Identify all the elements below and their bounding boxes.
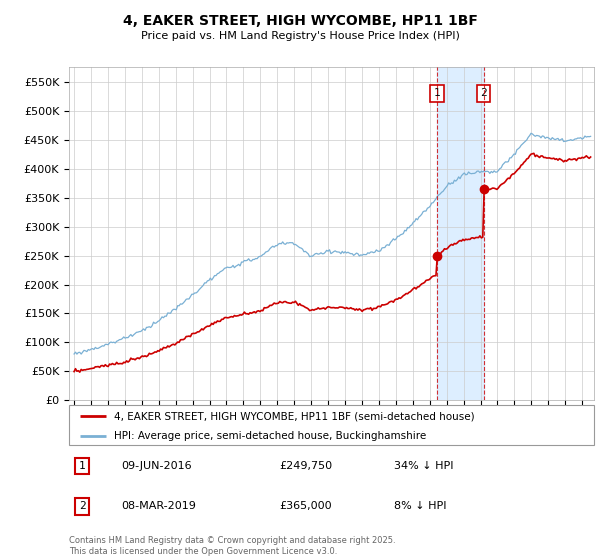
FancyBboxPatch shape bbox=[69, 405, 594, 445]
Text: 09-JUN-2016: 09-JUN-2016 bbox=[121, 461, 192, 471]
Text: 08-MAR-2019: 08-MAR-2019 bbox=[121, 501, 196, 511]
Text: £365,000: £365,000 bbox=[279, 501, 332, 511]
Text: Contains HM Land Registry data © Crown copyright and database right 2025.
This d: Contains HM Land Registry data © Crown c… bbox=[69, 536, 395, 556]
Text: 4, EAKER STREET, HIGH WYCOMBE, HP11 1BF (semi-detached house): 4, EAKER STREET, HIGH WYCOMBE, HP11 1BF … bbox=[113, 411, 474, 421]
Text: 2: 2 bbox=[481, 88, 487, 98]
Text: 1: 1 bbox=[434, 88, 440, 98]
Text: 4, EAKER STREET, HIGH WYCOMBE, HP11 1BF: 4, EAKER STREET, HIGH WYCOMBE, HP11 1BF bbox=[122, 14, 478, 28]
Text: 2: 2 bbox=[79, 501, 86, 511]
Text: Price paid vs. HM Land Registry's House Price Index (HPI): Price paid vs. HM Land Registry's House … bbox=[140, 31, 460, 41]
Text: £249,750: £249,750 bbox=[279, 461, 332, 471]
Bar bbox=[437, 67, 484, 400]
Text: HPI: Average price, semi-detached house, Buckinghamshire: HPI: Average price, semi-detached house,… bbox=[113, 431, 426, 441]
Text: 1: 1 bbox=[79, 461, 86, 471]
Text: 34% ↓ HPI: 34% ↓ HPI bbox=[395, 461, 454, 471]
Text: 8% ↓ HPI: 8% ↓ HPI bbox=[395, 501, 447, 511]
